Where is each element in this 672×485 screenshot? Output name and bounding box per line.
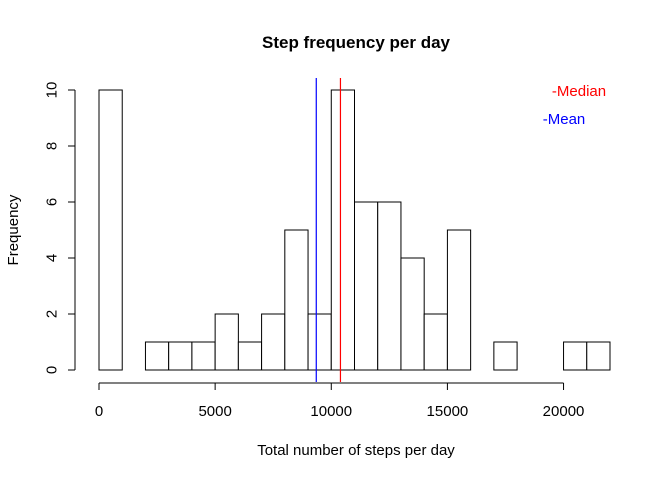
histogram-bar-5 — [214, 313, 239, 371]
bars-layer — [98, 89, 611, 371]
legend: -Median -Mean — [543, 83, 606, 128]
histogram-bar-8 — [284, 229, 309, 371]
x-axis-title: Total number of steps per day — [257, 442, 455, 459]
histogram-bar-12 — [377, 201, 402, 371]
y-axis: 0 2 4 6 8 10 — [44, 82, 76, 374]
histogram-bar-10 — [330, 89, 356, 371]
histogram-bar-15 — [446, 229, 472, 371]
y-tick-label: 4 — [44, 254, 61, 262]
x-tick-label: 0 — [95, 403, 103, 420]
histogram-bar-3 — [168, 341, 193, 371]
histogram-bar-2 — [144, 341, 170, 371]
legend-entry: -Mean — [543, 111, 586, 128]
histogram-bar-6 — [237, 341, 263, 371]
histogram-bar-7 — [261, 313, 286, 371]
x-axis: 0 5000 10000 15000 20000 — [95, 382, 585, 420]
histogram-bar-0 — [98, 89, 123, 371]
y-tick-label: 10 — [44, 82, 61, 99]
histogram-bar-20 — [563, 341, 588, 371]
histogram-bar-9 — [307, 313, 332, 371]
histogram-bar-11 — [354, 201, 379, 371]
histogram-bar-17 — [493, 341, 518, 371]
y-tick-label: 2 — [44, 310, 61, 318]
chart-title: Step frequency per day — [262, 33, 451, 52]
x-tick-label: 10000 — [310, 403, 352, 420]
x-tick-label: 5000 — [198, 403, 231, 420]
x-tick-label: 15000 — [427, 403, 469, 420]
y-tick-label: 8 — [44, 142, 61, 150]
histogram-bar-14 — [423, 313, 448, 371]
reference-lines-layer — [315, 78, 342, 382]
y-tick-label: 0 — [44, 366, 61, 374]
y-tick-label: 6 — [44, 198, 61, 206]
y-axis-title: Frequency — [5, 194, 22, 265]
x-tick-label: 20000 — [543, 403, 585, 420]
histogram-bar-4 — [191, 341, 216, 371]
histogram-bar-21 — [586, 341, 611, 371]
histogram-bar-13 — [400, 257, 425, 371]
legend-entry: -Median — [552, 83, 606, 100]
